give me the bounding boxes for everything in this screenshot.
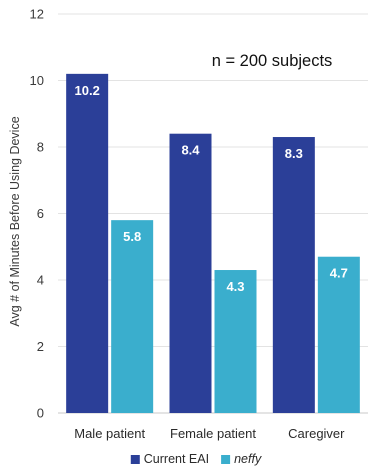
- bar-current-eai: [66, 73, 109, 413]
- legend: Current EAI neffy: [130, 452, 262, 466]
- legend-item: Current EAI: [130, 452, 209, 466]
- legend-item: neffy: [221, 452, 262, 466]
- bar-value-label: 8.4: [181, 143, 200, 158]
- y-tick-label: 2: [37, 339, 44, 354]
- bar-current-eai: [169, 133, 212, 413]
- category-labels: Male patient Female patient Caregiver: [74, 426, 345, 441]
- legend-swatch: [130, 455, 140, 464]
- bar-current-eai: [272, 137, 315, 413]
- legend-label: Current EAI: [144, 452, 209, 466]
- y-tick-label: 12: [30, 7, 44, 22]
- bar-value-label: 8.3: [285, 146, 303, 161]
- y-tick-label: 6: [37, 206, 44, 221]
- y-tick-label: 10: [30, 73, 44, 88]
- y-axis-title: Avg # of Minutes Before Using Device: [8, 116, 22, 326]
- bar-neffy: [111, 220, 154, 413]
- bar-data-labels: 10.2 5.8 8.4 4.3 8.3 4.7: [75, 83, 348, 294]
- legend-swatch: [221, 455, 231, 464]
- legend-label: neffy: [234, 452, 262, 466]
- bar-neffy: [214, 270, 257, 413]
- bar-value-label: 4.7: [330, 266, 348, 281]
- bar-neffy: [317, 256, 360, 413]
- category-label: Male patient: [74, 426, 145, 441]
- y-tick-label: 0: [37, 406, 44, 421]
- bars: [66, 73, 360, 413]
- category-label: Caregiver: [288, 426, 345, 441]
- gridlines: [58, 13, 368, 414]
- y-tick-label: 4: [37, 273, 44, 288]
- bar-value-label: 10.2: [75, 83, 100, 98]
- sample-size-annotation: n = 200 subjects: [212, 52, 333, 70]
- y-tick-label: 8: [37, 140, 44, 155]
- category-label: Female patient: [170, 426, 256, 441]
- y-axis-ticks: 0 2 4 6 8 10 12: [30, 7, 44, 421]
- bar-value-label: 5.8: [123, 229, 141, 244]
- bar-value-label: 4.3: [226, 279, 244, 294]
